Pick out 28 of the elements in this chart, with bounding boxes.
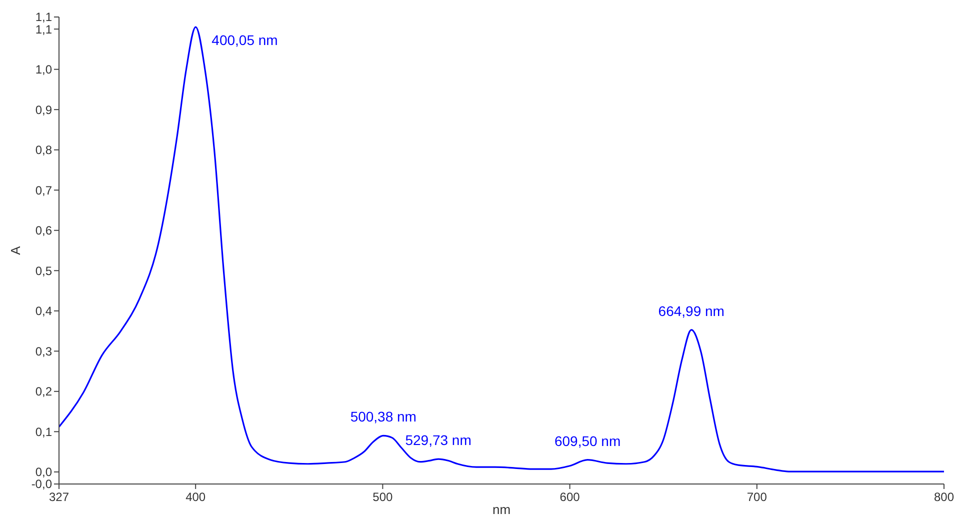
x-tick-label: 700 bbox=[746, 490, 768, 504]
y-tick-label: 0,6 bbox=[35, 224, 52, 238]
y-tick-label: 0,5 bbox=[35, 264, 52, 278]
annotation: 400,05 nm bbox=[212, 32, 278, 48]
x-tick-label: 500 bbox=[372, 490, 394, 504]
y-tick-label: 0,7 bbox=[35, 183, 52, 198]
line-series bbox=[58, 26, 945, 472]
y-tick-label: 1,1 bbox=[35, 22, 52, 36]
y-axis-title: A bbox=[8, 246, 23, 255]
y-tick-label: 0,2 bbox=[35, 384, 52, 399]
y-tick-label: 0,9 bbox=[35, 102, 52, 117]
annotation: 609,50 nm bbox=[554, 432, 621, 449]
x-tick-label: 600 bbox=[560, 490, 580, 504]
x-tick-label: 400 bbox=[186, 490, 206, 504]
annotation: 529,73 nm bbox=[405, 432, 472, 448]
y-tick-label: -0,0 bbox=[31, 477, 52, 492]
x-tick-label: 800 bbox=[934, 490, 954, 504]
y-tick-label: 0,3 bbox=[35, 344, 52, 358]
y-tick-label: 0,1 bbox=[35, 424, 52, 439]
x-axis-title: nm bbox=[492, 502, 511, 517]
y-tick-label: 1,1 bbox=[35, 10, 52, 24]
y-tick-label: 0,4 bbox=[35, 304, 52, 318]
y-tick-label: 1,0 bbox=[35, 62, 52, 77]
y-tick-label: 0,8 bbox=[35, 143, 52, 158]
annotation: 664,99 nm bbox=[658, 302, 724, 319]
x-tick-label: 327 bbox=[48, 490, 70, 504]
y-tick-label: 0,0 bbox=[35, 465, 52, 480]
annotation: 500,38 nm bbox=[350, 408, 416, 425]
